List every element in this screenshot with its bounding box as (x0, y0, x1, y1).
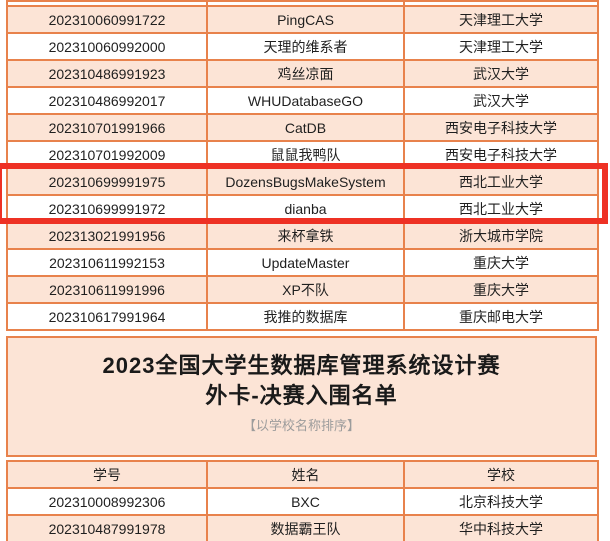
table-row: 202310060991722 PingCAS 天津理工大学 (6, 5, 599, 34)
cell-team-name: PingCAS (206, 5, 405, 34)
column-header-school: 学校 (403, 460, 599, 489)
cell-student-id: 202310701991966 (6, 113, 208, 142)
table-row: 202313021991956 来杯拿铁 浙大城市学院 (6, 221, 599, 250)
cell-team-name: BXC (206, 487, 405, 516)
cell-school: 重庆大学 (403, 248, 599, 277)
cell-school: 华中科技大学 (403, 514, 599, 541)
cell-student-id: 202310486991923 (6, 59, 208, 88)
cell-student-id: 202313021991956 (6, 221, 208, 250)
table-row: 202310701991966 CatDB 西安电子科技大学 (6, 113, 599, 142)
cell-team-name: CatDB (206, 113, 405, 142)
cell-school: 天津理工大学 (403, 32, 599, 61)
cell-team-name: DozensBugsMakeSystem (206, 167, 405, 196)
empty-cell (206, 0, 405, 7)
cell-team-name: XP不队 (206, 275, 405, 304)
header-row: 学号 姓名 学校 (6, 460, 599, 489)
cell-school: 浙大城市学院 (403, 221, 599, 250)
cell-team-name: 数据霸王队 (206, 514, 405, 541)
cell-student-id: 202310611992153 (6, 248, 208, 277)
table-row: 202310611991996 XP不队 重庆大学 (6, 275, 599, 304)
table-row: 202310611992153 UpdateMaster 重庆大学 (6, 248, 599, 277)
table-row: 202310701992009 鼠鼠我鸭队 西安电子科技大学 (6, 140, 599, 169)
finalist-table-wildcard: 学号 姓名 学校 202310008992306 BXC 北京科技大学 2023104… (6, 460, 599, 541)
cell-school: 武汉大学 (403, 59, 599, 88)
cell-student-id: 202310008992306 (6, 487, 208, 516)
cell-team-name: 鸡丝凉面 (206, 59, 405, 88)
cell-student-id: 202310060992000 (6, 32, 208, 61)
cell-student-id: 202310699991972 (6, 194, 208, 223)
cell-school: 重庆邮电大学 (403, 302, 599, 331)
cell-team-name: 鼠鼠我鸭队 (206, 140, 405, 169)
partial-row (6, 0, 599, 7)
cell-school: 西安电子科技大学 (403, 140, 599, 169)
cell-team-name: WHUDatabaseGO (206, 86, 405, 115)
cell-student-id: 202310487991978 (6, 514, 208, 541)
section-title-line2: 外卡-决赛入围名单 (205, 383, 398, 408)
cell-school: 西安电子科技大学 (403, 113, 599, 142)
cell-team-name: UpdateMaster (206, 248, 405, 277)
empty-cell (403, 0, 599, 7)
cell-team-name: 天理的维系者 (206, 32, 405, 61)
table-row: 202310617991964 我推的数据库 重庆邮电大学 (6, 302, 599, 331)
cell-school: 西北工业大学 (403, 167, 599, 196)
table-row: 202310008992306 BXC 北京科技大学 (6, 487, 599, 516)
table-row-highlighted: 202310699991972 dianba 西北工业大学 (6, 194, 599, 223)
column-header-name: 姓名 (206, 460, 405, 489)
cell-school: 北京科技大学 (403, 487, 599, 516)
cell-school: 天津理工大学 (403, 5, 599, 34)
cell-student-id: 202310617991964 (6, 302, 208, 331)
cell-student-id: 202310701992009 (6, 140, 208, 169)
table-row-highlighted: 202310699991975 DozensBugsMakeSystem 西北工业大… (6, 167, 599, 196)
finalist-table-main: 202310060991722 PingCAS 天津理工大学 202310060992… (6, 0, 599, 331)
cell-student-id: 202310060991722 (6, 5, 208, 34)
cell-school: 西北工业大学 (403, 194, 599, 223)
empty-cell (6, 0, 208, 7)
cell-student-id: 202310611991996 (6, 275, 208, 304)
cell-student-id: 202310486992017 (6, 86, 208, 115)
table-row: 202310486991923 鸡丝凉面 武汉大学 (6, 59, 599, 88)
section-title-line1: 2023全国大学生数据库管理系统设计赛 (102, 353, 501, 378)
cell-team-name: 我推的数据库 (206, 302, 405, 331)
table-row: 202310487991978 数据霸王队 华中科技大学 (6, 514, 599, 541)
cell-team-name: dianba (206, 194, 405, 223)
table-row: 202310486992017 WHUDatabaseGO 武汉大学 (6, 86, 599, 115)
section-title-block: 2023全国大学生数据库管理系统设计赛 外卡-决赛入围名单 【以学校名称排序】 (6, 336, 597, 457)
column-header-student-id: 学号 (6, 460, 208, 489)
table-row: 202310060992000 天理的维系者 天津理工大学 (6, 32, 599, 61)
cell-school: 武汉大学 (403, 86, 599, 115)
section-subtitle: 【以学校名称排序】 (242, 418, 360, 433)
cell-school: 重庆大学 (403, 275, 599, 304)
cell-team-name: 来杯拿铁 (206, 221, 405, 250)
cell-student-id: 202310699991975 (6, 167, 208, 196)
